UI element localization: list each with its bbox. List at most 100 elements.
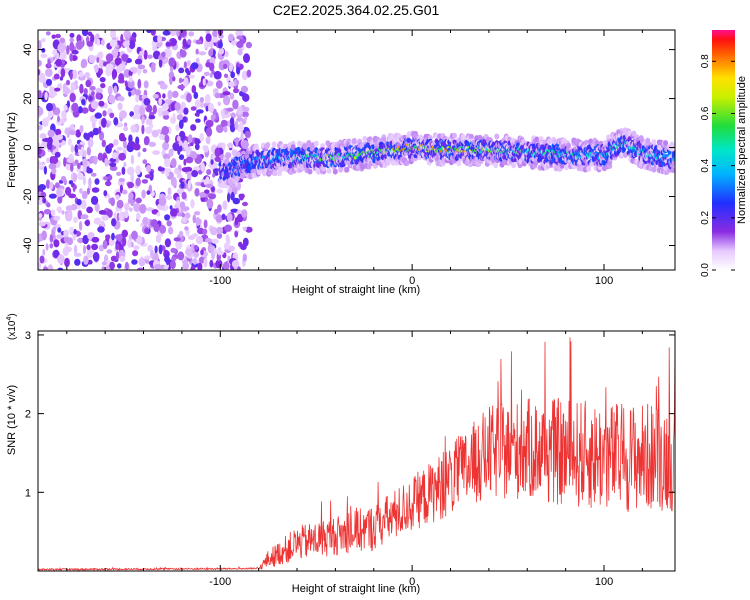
noise-mark [240,131,244,140]
noise-mark [135,235,143,245]
signal-halo-mark [226,152,232,159]
noise-mark [170,158,177,168]
signal-halo-mark [559,162,565,169]
noise-mark [53,215,61,221]
noise-mark [38,72,46,83]
noise-mark [111,68,118,79]
noise-mark [194,99,201,108]
noise-mark [152,94,159,99]
noise-mark [215,112,219,121]
noise-mark [177,251,185,261]
noise-mark [82,175,86,186]
signal-halo-mark [452,132,457,139]
noise-mark [118,178,126,182]
noise-mark [71,69,78,80]
signal-halo-mark [362,135,368,142]
noise-mark [73,216,78,223]
noise-mark [123,210,129,219]
signal-halo-mark [670,167,675,174]
noise-mark [60,68,66,78]
noise-mark [38,40,42,50]
top-x-tick-label: -100 [209,275,231,287]
noise-mark [190,106,197,111]
noise-mark [164,238,171,248]
noise-mark [174,102,181,111]
noise-mark [135,177,141,187]
noise-mark [132,250,139,257]
noise-mark [73,229,77,235]
noise-mark [57,42,66,53]
noise-mark [175,239,183,250]
noise-mark [218,47,225,55]
noise-mark [83,149,87,158]
noise-mark [208,49,214,57]
y-scale-exponent: 4 [6,317,13,321]
noise-mark [110,255,118,262]
noise-mark [204,237,212,243]
noise-mark [200,162,205,172]
noise-mark [74,144,79,154]
noise-mark [109,261,115,270]
noise-mark [91,243,99,251]
noise-mark [183,77,189,87]
noise-mark [178,230,184,237]
noise-mark [172,142,180,152]
svg-text:(x104): (x104) [6,313,18,340]
noise-mark [55,58,62,67]
noise-mark [221,109,225,120]
noise-mark [113,139,119,146]
noise-mark [129,207,133,212]
noise-mark [181,217,188,224]
noise-mark [38,106,44,116]
noise-mark [223,63,228,69]
noise-mark [65,186,72,196]
noise-mark [80,60,86,69]
noise-mark [178,119,184,130]
noise-mark [66,157,75,163]
signal-halo-mark [494,133,500,140]
noise-mark [180,181,185,189]
signal-halo-mark [547,138,552,145]
noise-mark [137,267,144,270]
noise-mark [45,78,53,86]
noise-mark [105,180,112,187]
noise-mark [209,72,213,78]
noise-mark [121,189,128,195]
bottom-x-ticks: -100 0 100 [66,331,643,588]
noise-mark [43,266,49,270]
noise-mark [38,261,42,270]
colorbar-tick-label: 0.4 [700,158,711,172]
noise-mark [52,226,57,231]
noise-mark [118,152,126,161]
signal-halo-mark [468,133,474,140]
noise-mark [69,41,75,52]
noise-mark [131,114,140,120]
noise-mark [240,38,247,43]
noise-mark [115,251,120,260]
noise-mark [148,141,157,147]
noise-mark [118,132,126,142]
noise-mark [194,181,203,186]
noise-mark [89,85,96,91]
noise-mark [169,205,173,210]
noise-mark [86,132,95,137]
noise-mark [55,33,61,39]
colorbar-tick-label: 0.6 [700,106,711,120]
noise-mark [148,115,156,120]
colorbar-tick-label: 0.0 [700,263,711,277]
top-y-axis-label: Frequency (Hz) [6,112,18,188]
noise-mark [164,214,171,221]
noise-mark [231,260,240,268]
noise-mark [157,34,162,44]
noise-mark [183,61,187,69]
noise-mark [40,53,48,58]
noise-mark [53,249,59,258]
noise-mark [152,44,158,52]
noise-mark [194,137,199,144]
noise-mark [234,230,239,238]
noise-mark [133,245,140,250]
noise-mark [152,150,161,156]
noise-mark [180,101,186,109]
top-y-tick-label: -20 [22,189,34,205]
noise-mark [172,76,176,82]
